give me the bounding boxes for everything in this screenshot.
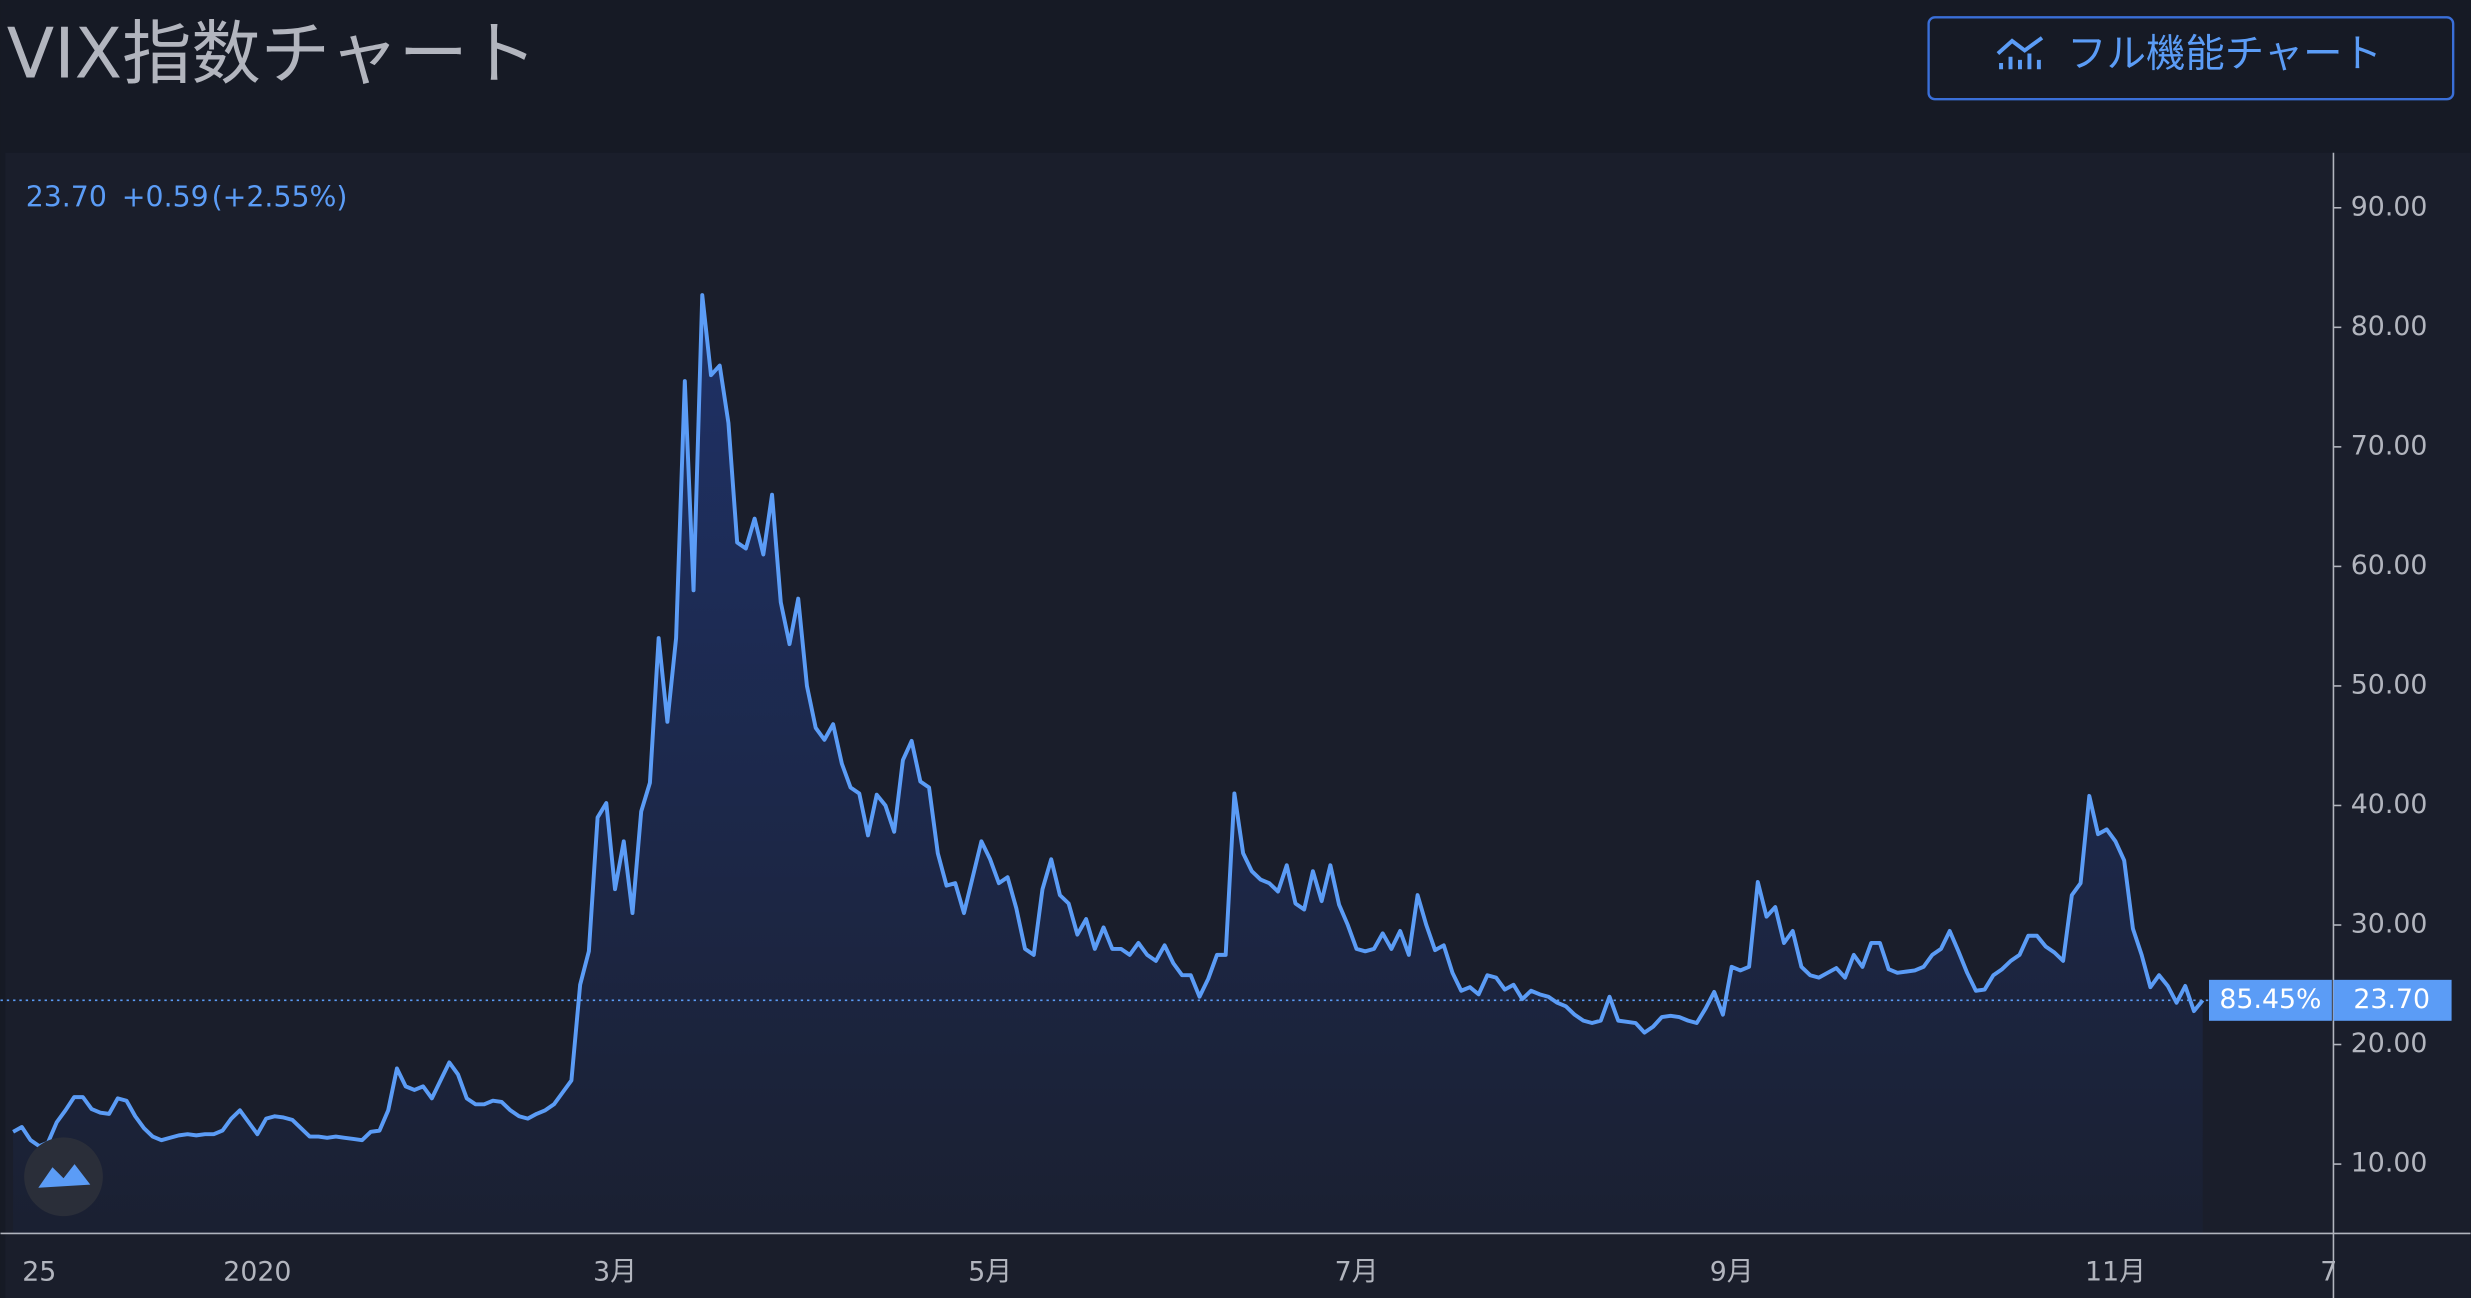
button-icon[interactable] [1996, 36, 2044, 70]
x-tick-label: 25 [22, 1256, 56, 1287]
y-tick-label: 60.00 [2351, 550, 2428, 581]
x-tick-label: 9月 [1710, 1256, 1754, 1287]
y-tick-label: 90.00 [2351, 191, 2428, 222]
percent-badge [2209, 979, 2332, 1021]
price-line [12, 293, 2205, 1149]
x-tick-label: 5月 [968, 1256, 1012, 1287]
full-chart-button[interactable]: フル機能チャート [1927, 16, 2455, 101]
button-border[interactable] [1927, 16, 2455, 101]
price-change-pct: (+2.55%) [212, 180, 348, 213]
price-badge-label: 23.70 [2353, 984, 2430, 1015]
percent-badge-label: 85.45% [2219, 984, 2321, 1015]
last-price: 23.70 [26, 180, 107, 213]
y-tick-label: 10.00 [2351, 1148, 2428, 1179]
y-tick-label: 50.00 [2351, 669, 2428, 700]
x-tick-label: 2020 [223, 1256, 291, 1287]
y-tick-label: 80.00 [2351, 311, 2428, 342]
y-tick-label: 30.00 [2351, 909, 2428, 940]
price-header: 23.70 +0.59 (+2.55%) [26, 180, 348, 213]
price-badge [2333, 979, 2452, 1021]
button-label[interactable]: フル機能チャート [2067, 31, 2382, 77]
y-tick-label: 70.00 [2351, 430, 2428, 461]
y-tick-label: 40.00 [2351, 789, 2428, 820]
x-tick-label: 7 [2320, 1256, 2337, 1287]
x-tick-label: 3月 [593, 1256, 637, 1287]
logo-badge[interactable] [24, 1137, 103, 1217]
y-tick-label: 20.00 [2351, 1028, 2428, 1059]
x-tick-label: 11月 [2085, 1256, 2146, 1287]
logo-icon[interactable] [38, 1164, 91, 1188]
price-change: +0.59 [122, 180, 209, 213]
area [13, 295, 2203, 1234]
x-tick-label: 7月 [1335, 1256, 1379, 1287]
page-title: VIX指数チャート [7, 14, 537, 94]
